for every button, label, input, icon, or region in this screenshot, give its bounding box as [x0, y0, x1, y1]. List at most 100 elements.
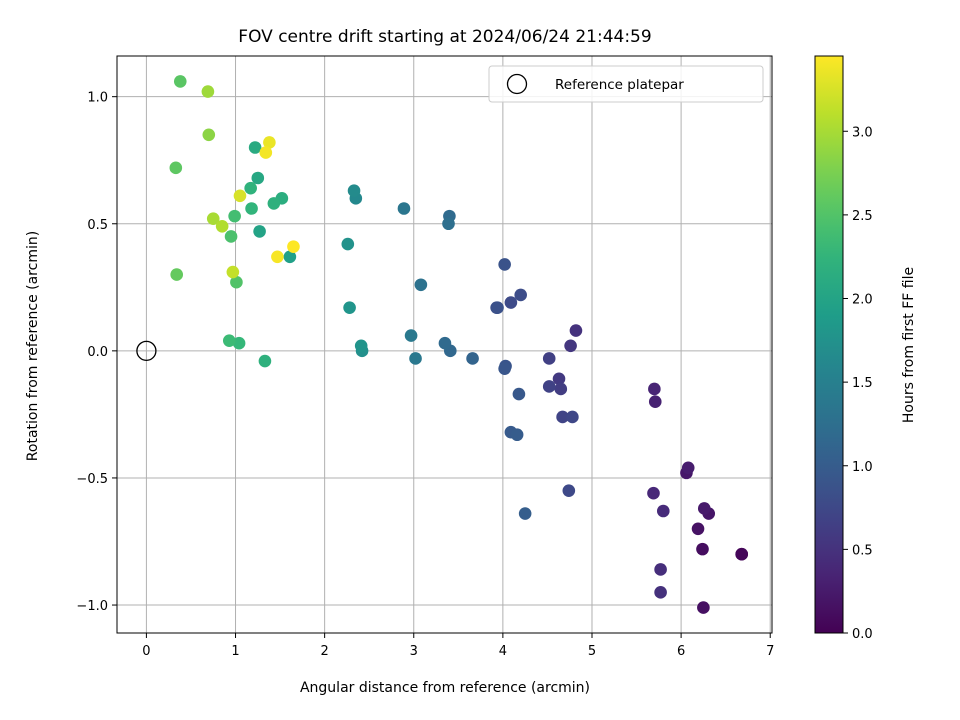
- data-point: [504, 296, 518, 309]
- data-point: [170, 268, 184, 281]
- x-tick-label: 1: [231, 644, 239, 659]
- data-point: [222, 334, 236, 347]
- data-point: [215, 220, 229, 233]
- colorbar-ticks: 0.0 0.5 1.0 1.5 2.0 2.5 3.0: [843, 125, 873, 642]
- y-tick-label: 0.5: [87, 218, 108, 233]
- data-point: [542, 352, 556, 365]
- data-point: [232, 336, 246, 350]
- data-point: [518, 507, 532, 520]
- data-point: [251, 171, 265, 185]
- y-tick-label: 0.0: [87, 345, 108, 360]
- data-point: [442, 217, 455, 231]
- data-point: [263, 136, 276, 149]
- data-points: [169, 75, 749, 614]
- x-tick-label: 2: [320, 644, 328, 659]
- colorbar-tick-label: 3.0: [852, 125, 873, 140]
- data-point: [564, 339, 577, 353]
- data-point: [566, 410, 579, 424]
- x-axis-ticks: 0 1 2 3 4 5 6 7: [142, 633, 774, 659]
- data-point: [173, 75, 187, 88]
- data-point: [206, 212, 220, 225]
- chart-title: FOV centre drift starting at 2024/06/24 …: [238, 27, 651, 47]
- colorbar-tick-label: 0.5: [852, 543, 873, 558]
- data-point: [283, 250, 297, 264]
- y-axis-label: Rotation from reference (arcmin): [25, 231, 41, 461]
- data-point: [404, 329, 418, 342]
- data-point: [647, 486, 660, 500]
- data-point: [556, 410, 569, 424]
- colorbar-tick-label: 2.5: [852, 209, 873, 224]
- reference-platepar-marker: [136, 340, 157, 362]
- colorbar-tick-label: 0.0: [852, 627, 873, 642]
- data-point: [244, 181, 257, 195]
- data-point: [397, 202, 411, 215]
- data-point: [510, 428, 524, 442]
- data-point: [253, 225, 266, 238]
- data-point: [414, 278, 428, 292]
- data-point: [648, 382, 661, 396]
- y-tick-label: 1.0: [87, 91, 108, 106]
- data-point: [654, 586, 667, 599]
- data-point: [512, 387, 526, 401]
- data-point: [569, 324, 583, 337]
- data-point: [514, 288, 527, 302]
- data-point: [681, 461, 695, 475]
- data-point: [202, 128, 216, 142]
- data-point: [409, 352, 422, 365]
- data-point: [466, 352, 479, 365]
- reference-marker-layer: [136, 340, 157, 362]
- data-point: [654, 563, 667, 576]
- data-point: [267, 197, 281, 210]
- data-point: [354, 339, 368, 353]
- x-tick-label: 7: [766, 644, 774, 659]
- data-point: [233, 189, 247, 203]
- colorbar-tick-label: 2.0: [852, 293, 873, 308]
- data-point: [735, 547, 749, 561]
- plot-area-frame: [116, 55, 773, 634]
- data-point: [169, 161, 183, 175]
- data-point: [259, 146, 273, 159]
- data-point: [498, 362, 511, 375]
- colorbar-label: Hours from first FF file: [901, 267, 917, 423]
- data-point: [697, 601, 710, 614]
- data-point: [691, 522, 705, 536]
- data-point: [245, 202, 258, 215]
- data-point: [552, 372, 566, 386]
- data-point: [224, 230, 238, 243]
- y-axis-ticks: −1.0 −0.5 0.0 0.5 1.0: [76, 91, 117, 614]
- data-point: [498, 258, 511, 271]
- data-point: [248, 141, 262, 154]
- legend-entry-reference-platepar: Reference platepar: [555, 77, 684, 93]
- colorbar-tick-label: 1.0: [852, 460, 873, 475]
- x-tick-label: 0: [142, 644, 150, 659]
- data-point: [648, 395, 662, 408]
- x-tick-label: 4: [499, 644, 507, 659]
- data-point: [201, 85, 215, 98]
- data-point: [341, 237, 355, 251]
- data-point: [697, 502, 711, 515]
- colorbar: [814, 55, 844, 634]
- data-point: [226, 265, 240, 279]
- x-tick-label: 5: [588, 644, 596, 659]
- data-point: [491, 301, 504, 314]
- data-point: [271, 250, 284, 264]
- y-tick-label: −0.5: [76, 472, 108, 487]
- colorbar-tick-label: 1.5: [852, 376, 873, 391]
- data-point: [343, 301, 356, 314]
- x-axis-label: Angular distance from reference (arcmin): [300, 680, 590, 696]
- x-tick-label: 3: [410, 644, 418, 659]
- y-tick-label: −1.0: [76, 599, 108, 614]
- x-tick-label: 6: [677, 644, 685, 659]
- data-point: [228, 209, 241, 223]
- data-point: [258, 354, 272, 368]
- data-point: [554, 382, 568, 396]
- legend-reference-marker-icon: [506, 73, 528, 95]
- data-point: [542, 380, 556, 393]
- legend: Reference platepar: [488, 65, 764, 103]
- legend-box: [488, 65, 764, 103]
- data-point: [347, 184, 361, 198]
- data-point: [562, 484, 576, 497]
- data-point: [287, 240, 300, 253]
- data-point: [230, 275, 243, 289]
